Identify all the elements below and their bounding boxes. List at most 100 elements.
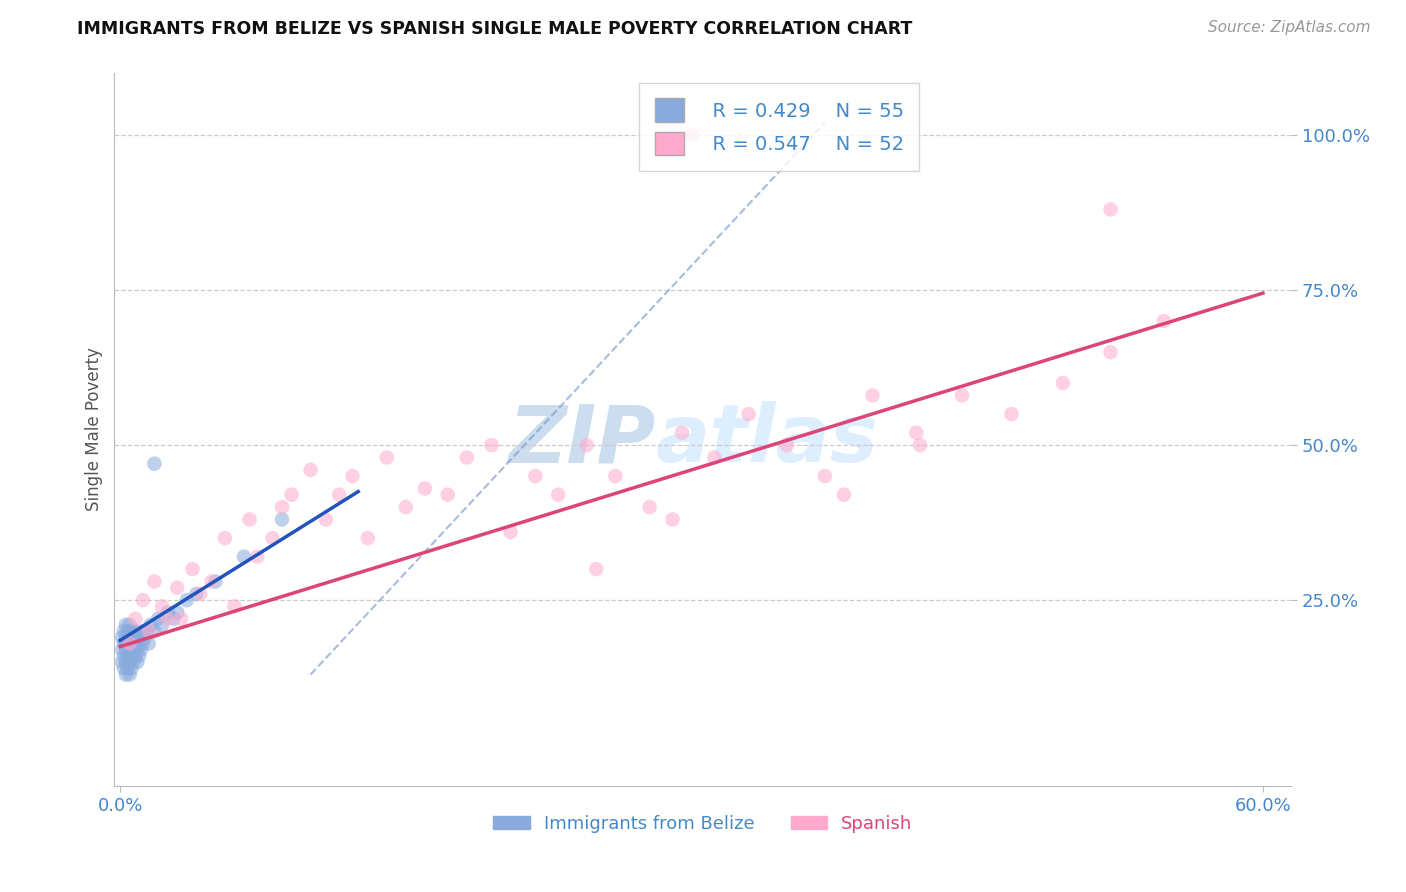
Point	[162, 612, 184, 626]
Point	[681, 128, 703, 142]
Point	[134, 630, 156, 644]
Point	[204, 574, 226, 589]
Point	[118, 636, 141, 650]
Point	[122, 630, 145, 644]
Point	[127, 642, 149, 657]
Point	[299, 463, 322, 477]
Point	[111, 655, 134, 669]
Point	[413, 482, 436, 496]
Point	[132, 593, 155, 607]
Point	[703, 450, 725, 465]
Point	[124, 636, 146, 650]
Point	[121, 624, 143, 639]
Point	[112, 648, 135, 663]
Point	[118, 642, 141, 657]
Point	[832, 488, 855, 502]
Point	[671, 425, 693, 440]
Point	[1099, 202, 1122, 217]
Point	[357, 531, 380, 545]
Point	[166, 581, 188, 595]
Point	[575, 438, 598, 452]
Point	[112, 624, 135, 639]
Point	[121, 636, 143, 650]
Point	[132, 636, 155, 650]
Point	[814, 469, 837, 483]
Point	[150, 599, 173, 614]
Point	[111, 642, 134, 657]
Point	[170, 612, 193, 626]
Point	[239, 512, 262, 526]
Point	[737, 407, 759, 421]
Point	[456, 450, 478, 465]
Point	[176, 593, 198, 607]
Point	[1153, 314, 1175, 328]
Point	[124, 624, 146, 639]
Point	[862, 388, 884, 402]
Point	[117, 661, 139, 675]
Point	[112, 661, 135, 675]
Point	[547, 488, 569, 502]
Text: atlas: atlas	[655, 401, 879, 479]
Point	[342, 469, 364, 483]
Point	[148, 612, 170, 626]
Point	[188, 587, 211, 601]
Point	[143, 624, 166, 639]
Point	[118, 667, 141, 681]
Point	[436, 488, 458, 502]
Point	[481, 438, 503, 452]
Point	[605, 469, 627, 483]
Point	[118, 618, 141, 632]
Point	[117, 624, 139, 639]
Point	[122, 655, 145, 669]
Point	[224, 599, 246, 614]
Point	[280, 488, 302, 502]
Point	[200, 574, 222, 589]
Point	[156, 612, 179, 626]
Point	[524, 469, 547, 483]
Point	[950, 388, 973, 402]
Point	[121, 661, 143, 675]
Point	[115, 642, 138, 657]
Point	[150, 618, 173, 632]
Point	[139, 618, 162, 632]
Point	[122, 642, 145, 657]
Point	[132, 624, 155, 639]
Point	[115, 667, 138, 681]
Point	[118, 655, 141, 669]
Point	[638, 500, 661, 514]
Point	[124, 648, 146, 663]
Point	[776, 438, 799, 452]
Point	[156, 606, 179, 620]
Point	[271, 500, 294, 514]
Point	[129, 642, 152, 657]
Point	[232, 549, 254, 564]
Legend:   R = 0.429    N = 55,   R = 0.547    N = 52: R = 0.429 N = 55, R = 0.547 N = 52	[640, 83, 920, 171]
Text: ZIP: ZIP	[509, 401, 655, 479]
Point	[214, 531, 236, 545]
Point	[138, 636, 160, 650]
Point	[128, 648, 150, 663]
Point	[112, 636, 135, 650]
Point	[315, 512, 337, 526]
Point	[908, 438, 931, 452]
Point	[1099, 345, 1122, 359]
Point	[115, 655, 138, 669]
Point	[117, 648, 139, 663]
Point	[127, 655, 149, 669]
Point	[129, 630, 152, 644]
Point	[111, 630, 134, 644]
Point	[1000, 407, 1022, 421]
Point	[124, 612, 146, 626]
Point	[246, 549, 269, 564]
Point	[186, 587, 208, 601]
Point	[905, 425, 928, 440]
Point	[181, 562, 204, 576]
Point	[121, 648, 143, 663]
Point	[115, 630, 138, 644]
Point	[138, 624, 160, 639]
Point	[262, 531, 284, 545]
Point	[118, 630, 141, 644]
Point	[117, 636, 139, 650]
Point	[661, 512, 683, 526]
Point	[271, 512, 294, 526]
